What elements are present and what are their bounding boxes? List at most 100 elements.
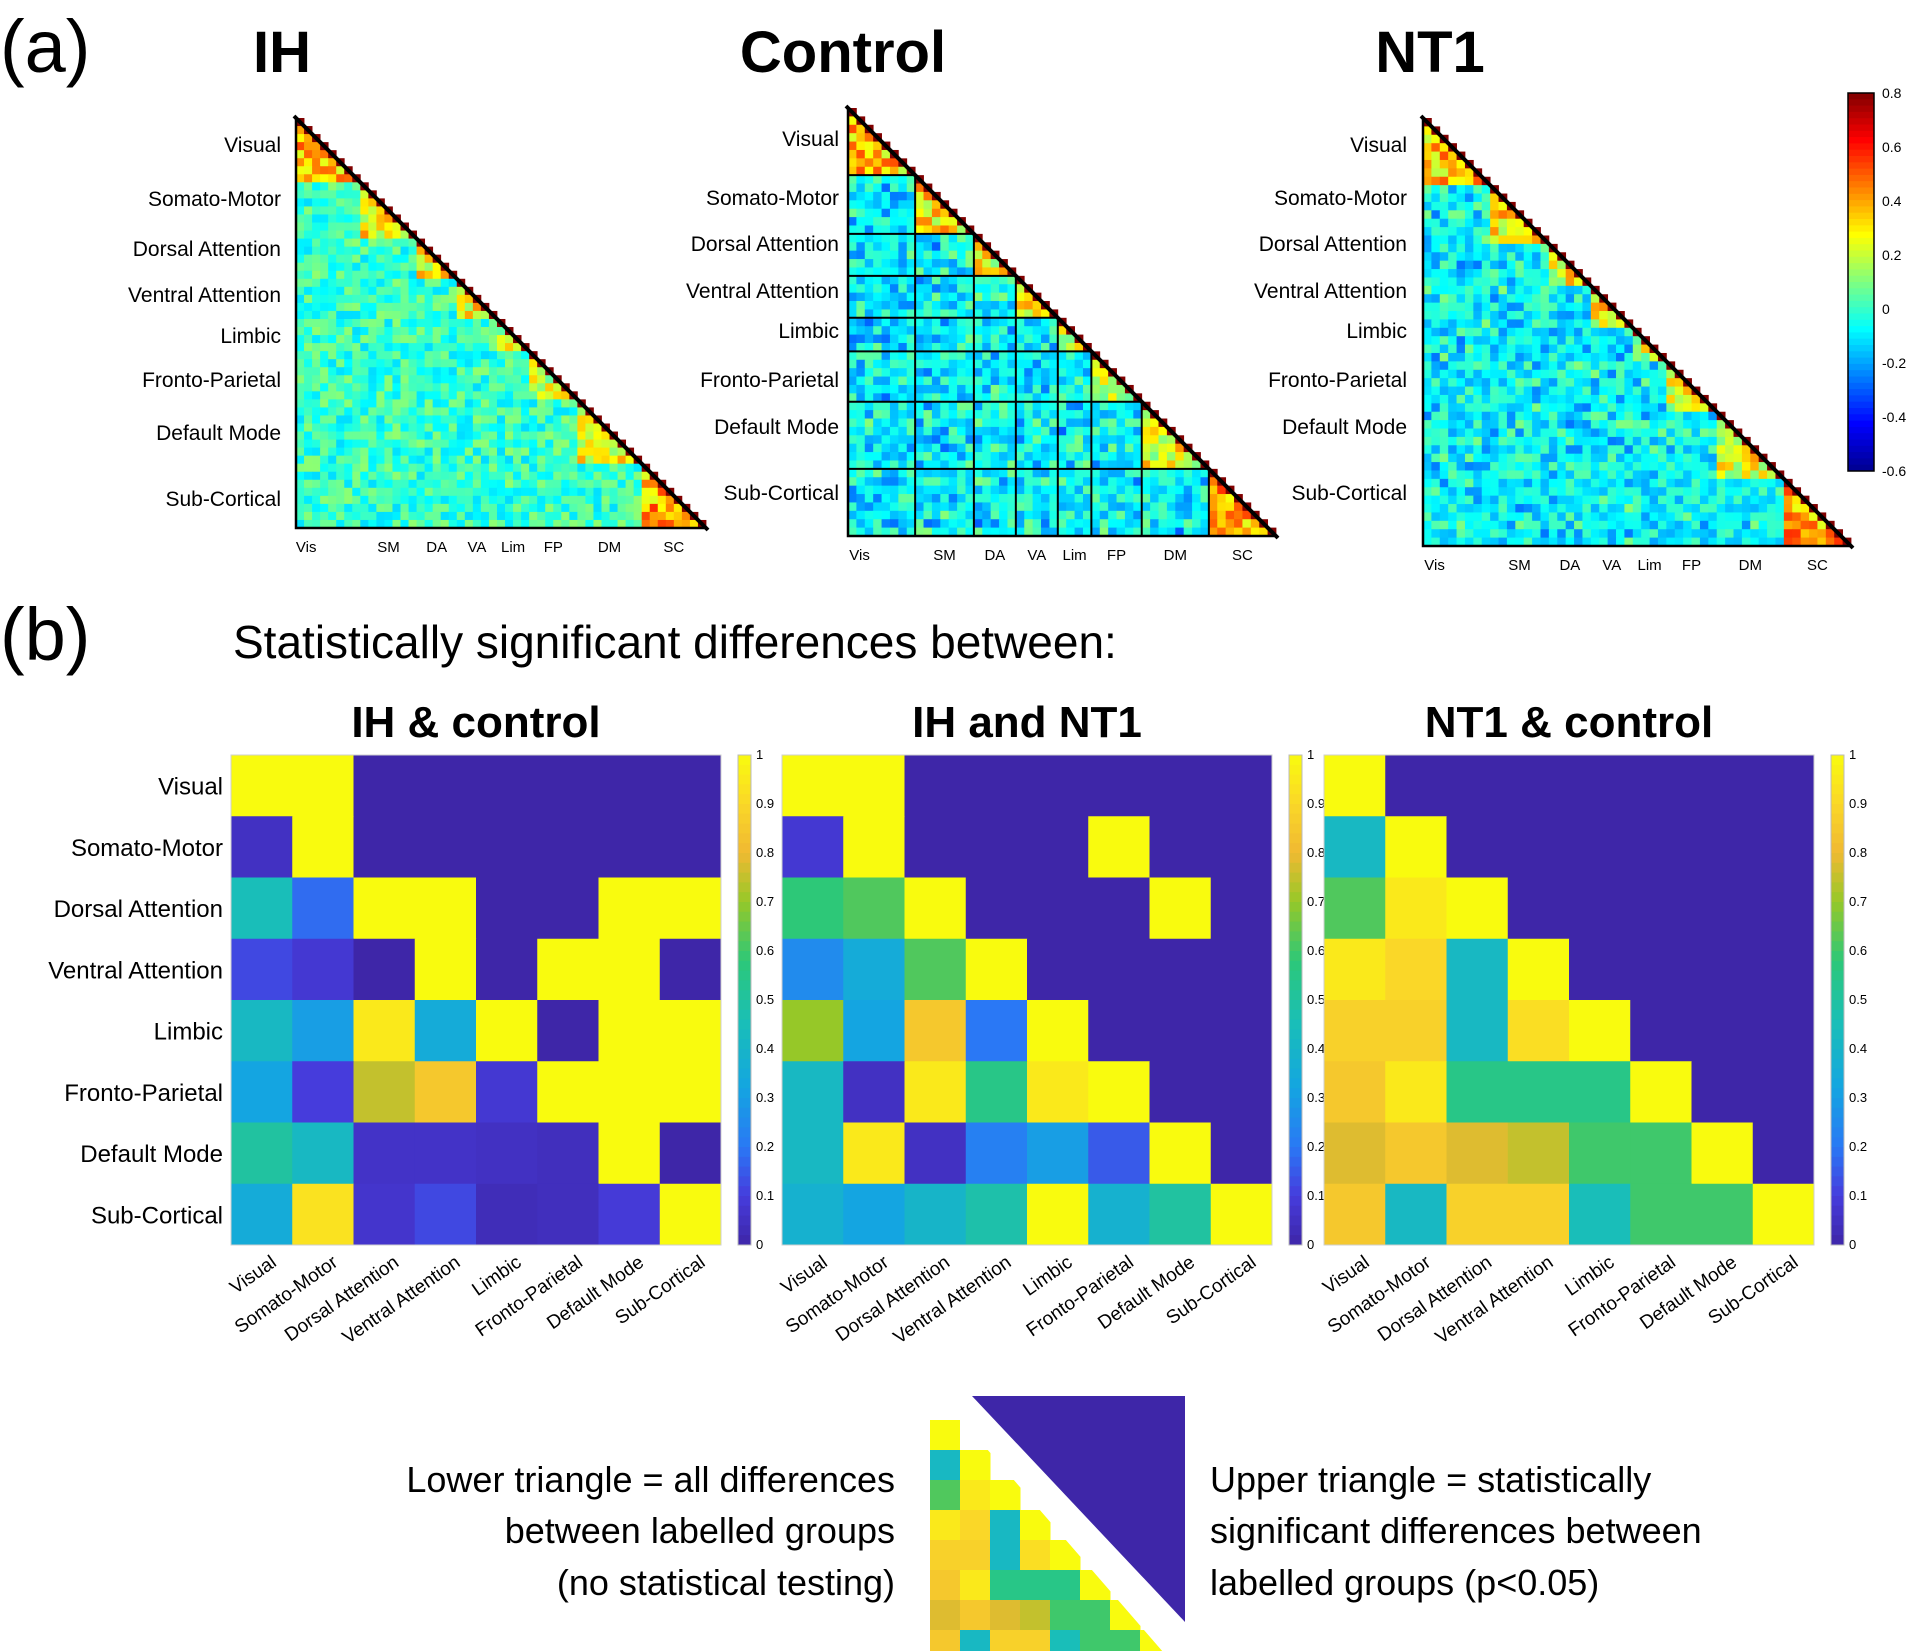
- matrix-cell: [496, 383, 506, 392]
- matrix-cell: [1565, 386, 1575, 396]
- matrix-cell: [889, 393, 899, 403]
- matrix-cell: [1523, 394, 1533, 404]
- colorbar-segment: [738, 1098, 751, 1109]
- matrix-cell: [320, 254, 329, 264]
- matrix-cell: [881, 149, 891, 159]
- matrix-cell: [392, 455, 401, 465]
- matrix-cell: [965, 284, 975, 294]
- matrix-cell: [1775, 512, 1785, 522]
- matrix-cell: [1481, 445, 1491, 455]
- colorbar-segment: [1289, 1049, 1302, 1060]
- matrix-cell: [521, 503, 530, 513]
- matrix-cell: [1624, 436, 1634, 446]
- matrix-cell: [1657, 478, 1667, 488]
- matrix-cell: [864, 426, 874, 436]
- matrix-cell: [392, 343, 401, 352]
- heatmap-cell: [1752, 1122, 1815, 1185]
- matrix-cell: [416, 278, 426, 288]
- matrix-cell: [545, 463, 554, 473]
- matrix-cell: [456, 423, 466, 432]
- matrix-cell: [1725, 462, 1734, 471]
- matrix-cell: [344, 519, 353, 529]
- matrix-cell: [957, 477, 966, 487]
- matrix-cell: [1481, 243, 1491, 253]
- matrix-cell: [392, 431, 401, 440]
- matrix-cell: [1557, 462, 1567, 471]
- matrix-cell: [408, 254, 417, 264]
- matrix-cell: [1464, 537, 1474, 547]
- matrix-cell: [940, 292, 950, 302]
- matrix-cell: [906, 485, 916, 495]
- matrix-cell: [1632, 495, 1642, 505]
- matrix-cell: [577, 503, 586, 513]
- matrix-cell: [1041, 393, 1050, 403]
- matrix-cell: [1490, 470, 1499, 480]
- matrix-cell: [1074, 452, 1084, 461]
- matrix-cell: [1473, 529, 1483, 539]
- matrix-cell: [312, 375, 321, 384]
- matrix-cell: [312, 278, 321, 288]
- matrix-cell: [1200, 494, 1210, 503]
- matrix-cell: [1456, 361, 1466, 371]
- matrix-cell: [368, 206, 377, 215]
- matrix-cell: [569, 479, 578, 489]
- matrix-cell: [1557, 487, 1567, 497]
- matrix-cell: [1431, 218, 1441, 228]
- matrix-cell: [1599, 302, 1609, 312]
- matrix-cell: [1015, 494, 1025, 503]
- matrix-cell: [456, 343, 466, 352]
- matrix-cell: [408, 463, 417, 473]
- matrix-cell: [1699, 512, 1709, 522]
- matrix-cell: [1464, 369, 1474, 379]
- matrix-cell: [344, 399, 353, 408]
- matrix-cell: [1007, 359, 1017, 369]
- matrix-cell: [1448, 210, 1457, 220]
- matrix-cell: [1124, 494, 1134, 503]
- matrix-cell: [965, 359, 975, 369]
- matrix-cell: [1439, 185, 1449, 194]
- matrix-cell: [1523, 361, 1533, 371]
- matrix-cell: [1657, 361, 1667, 371]
- colorbar-segment: [738, 1235, 751, 1246]
- matrix-cell: [1175, 502, 1185, 512]
- matrix-cell: [856, 133, 866, 142]
- heatmap-cell: [1507, 1122, 1570, 1185]
- matrix-cell: [328, 198, 337, 207]
- colorbar-segment: [738, 1000, 751, 1011]
- matrix-cell: [1057, 502, 1067, 512]
- matrix-cell: [999, 401, 1008, 411]
- matrix-cell: [312, 383, 321, 392]
- matrix-cell: [448, 310, 458, 320]
- matrix-cell: [1532, 311, 1541, 320]
- matrix-cell: [999, 485, 1008, 495]
- matrix-cell: [328, 407, 337, 416]
- matrix-cell: [320, 407, 329, 416]
- matrix-cell: [1532, 327, 1541, 337]
- matrix-cell: [1431, 151, 1441, 161]
- matrix-cell: [873, 275, 882, 285]
- colorbar-segment: [1289, 784, 1302, 795]
- matrix-cell: [864, 275, 874, 285]
- matrix-cell: [1192, 468, 1201, 478]
- matrix-cell: [906, 477, 916, 487]
- matrix-cell: [569, 487, 578, 497]
- matrix-cell: [1758, 478, 1768, 488]
- matrix-cell: [889, 275, 899, 285]
- matrix-cell: [1423, 369, 1432, 379]
- matrix-cell: [1108, 510, 1117, 520]
- matrix-cell: [368, 351, 377, 360]
- matrix-cell: [1498, 302, 1508, 312]
- matrix-cell: [1599, 386, 1609, 396]
- matrix-cell: [320, 158, 329, 167]
- matrix-cell: [1473, 512, 1483, 522]
- matrix-cell: [1007, 275, 1017, 285]
- matrix-cell: [472, 471, 482, 481]
- matrix-cell: [1032, 342, 1042, 352]
- matrix-cell: [889, 452, 899, 461]
- matrix-cell: [1506, 344, 1516, 354]
- matrix-cell: [304, 206, 313, 215]
- matrix-cell: [312, 487, 321, 497]
- matrix-cell: [1657, 445, 1667, 455]
- matrix-cell: [1792, 504, 1802, 513]
- matrix-cell: [1498, 344, 1508, 354]
